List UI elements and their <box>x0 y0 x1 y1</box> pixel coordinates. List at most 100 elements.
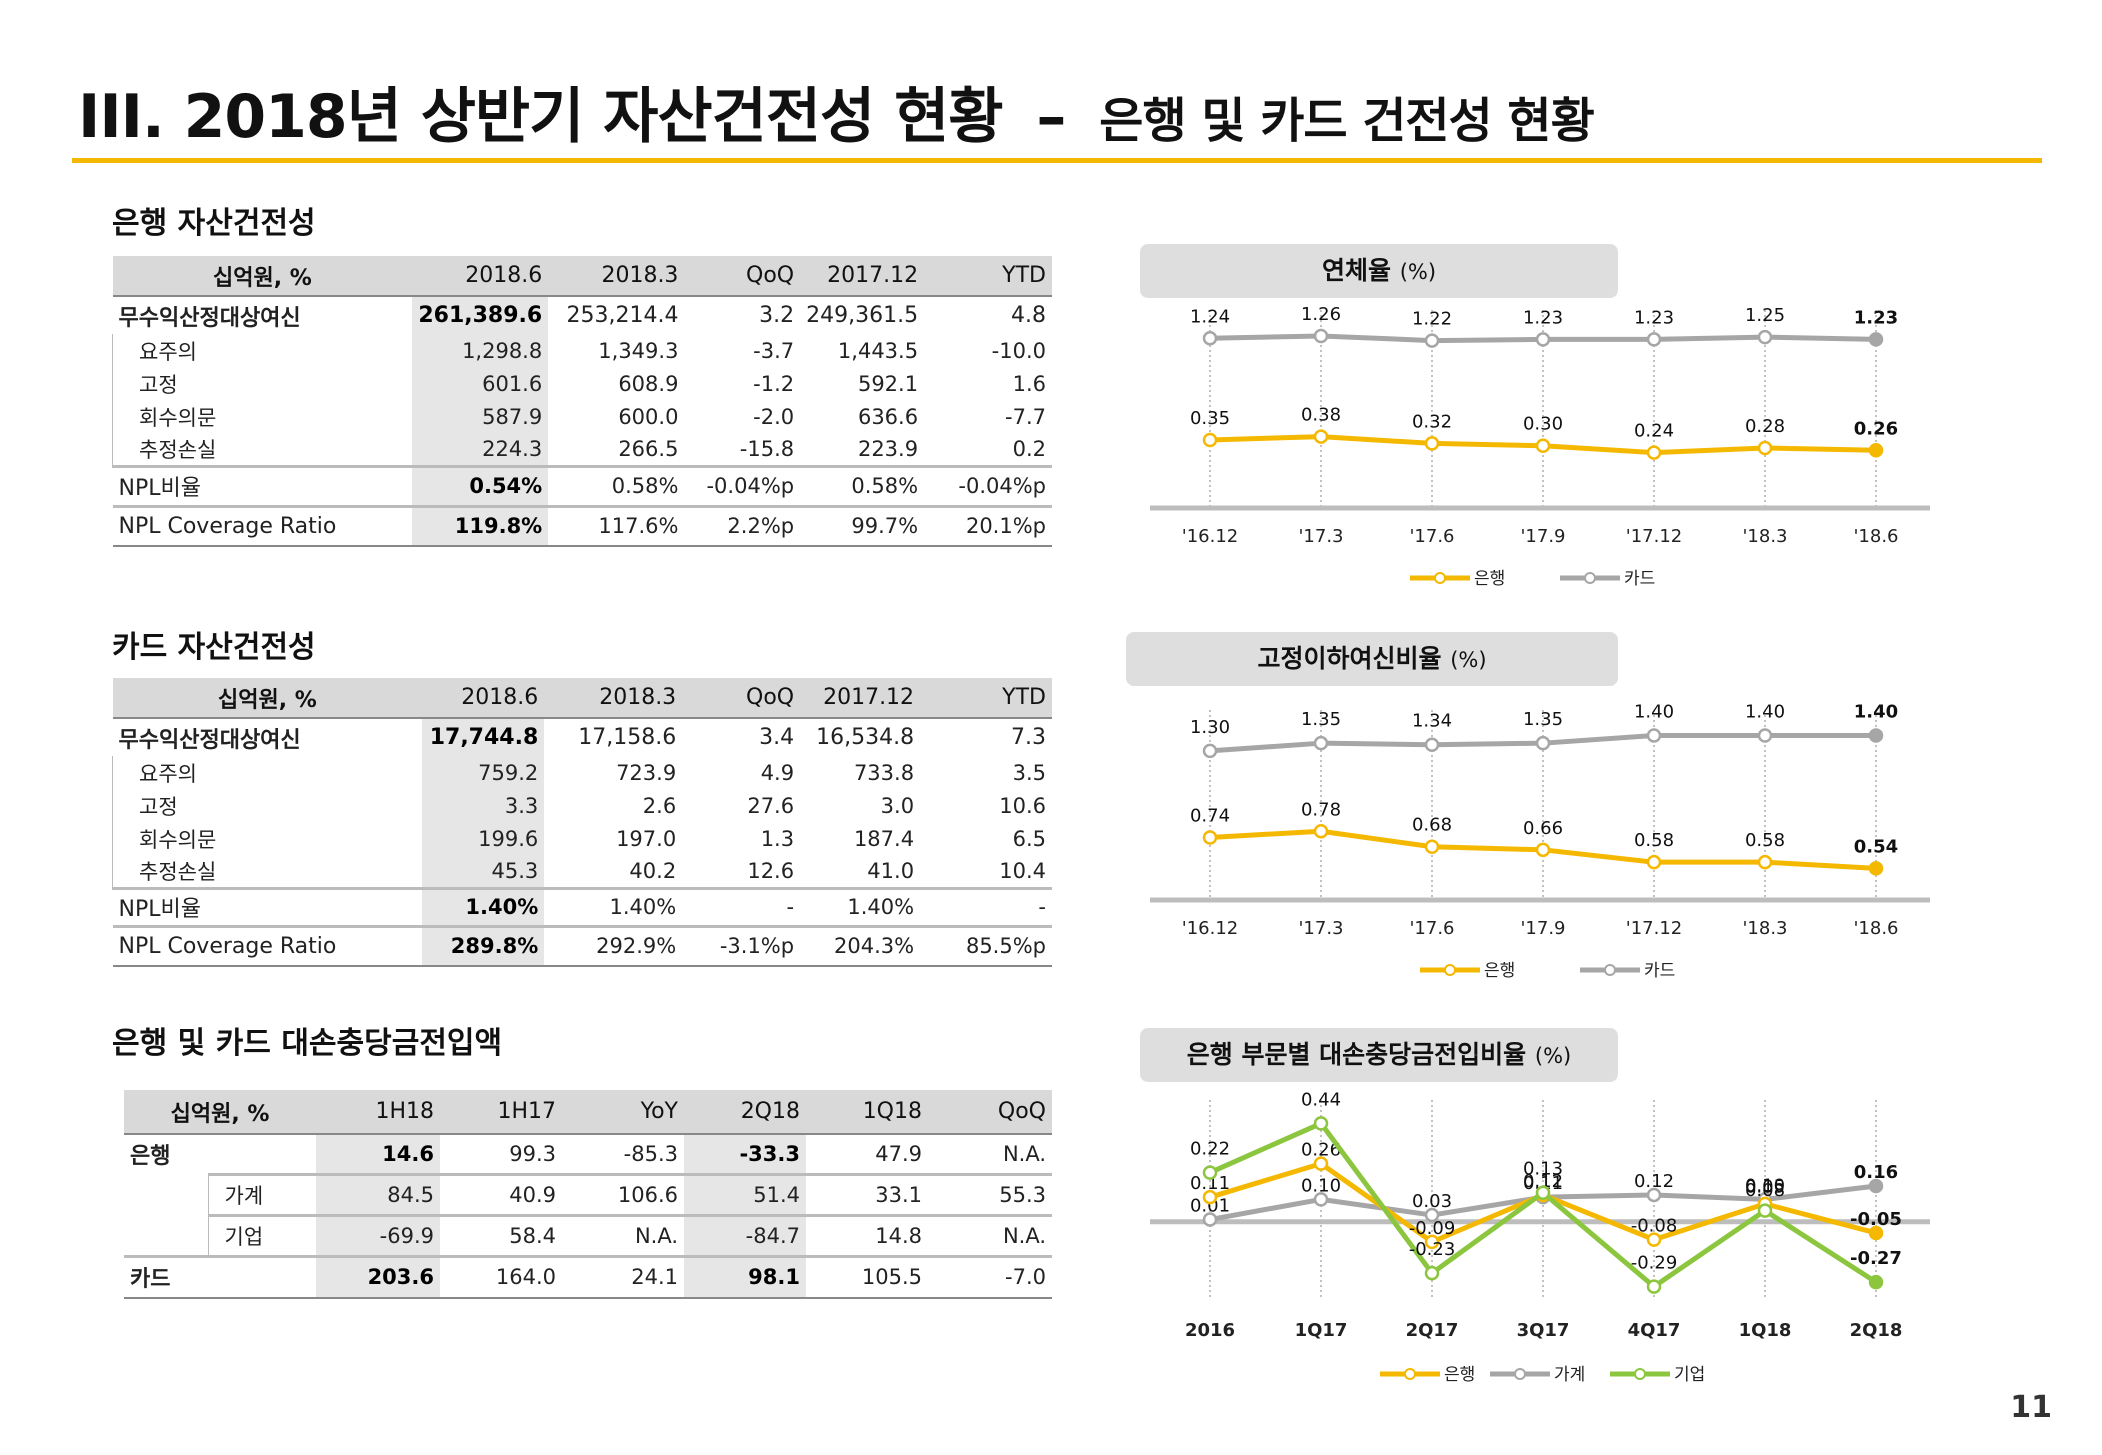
table-cell: N.A. <box>928 1133 1052 1174</box>
table-cell: 85.5%p <box>920 924 1052 967</box>
data-label: 0.35 <box>1190 408 1230 429</box>
data-point <box>1202 1189 1218 1205</box>
data-label: -0.08 <box>1631 1216 1678 1237</box>
table-cell: 3.4 <box>682 717 801 756</box>
x-tick-label: 2016 <box>1185 1320 1235 1341</box>
table-cell: 99.3 <box>440 1133 562 1174</box>
data-label: 0.03 <box>1412 1191 1452 1212</box>
table-cell: 759.2 <box>422 756 545 789</box>
col-header: 2018.3 <box>544 678 683 718</box>
chart-title: 연체율 <box>1321 256 1391 285</box>
row-label: 회수의문 <box>112 400 413 433</box>
legend-label: 카드 <box>1644 961 1675 981</box>
legend-label: 가계 <box>1554 1365 1585 1385</box>
title-dash: – <box>1036 82 1066 152</box>
table-cell: 223.9 <box>857 436 919 461</box>
page-title: III. 2018년 상반기 자산건전성 현황 – 은행 및 카드 건전성 현황 <box>78 68 1595 155</box>
data-point <box>1202 432 1218 448</box>
table-cell: - <box>682 886 801 926</box>
data-label: 0.24 <box>1634 421 1674 442</box>
table-cell: 600.0 <box>618 404 679 429</box>
data-point <box>1313 429 1329 444</box>
bank-section-title: 은행 자산건전성 <box>112 206 316 241</box>
table-cell: 164.0 <box>440 1254 562 1299</box>
table-cell: 3.5 <box>1012 760 1046 785</box>
table-cell: -7.0 <box>928 1254 1052 1299</box>
table-cell: 84.5 <box>316 1172 440 1215</box>
legend-marker <box>1634 1368 1646 1380</box>
row-label: NPL Coverage Ratio <box>112 504 413 547</box>
data-label: 0.74 <box>1190 805 1230 826</box>
table-cell: 41.0 <box>867 858 915 883</box>
table-cell: 289.8% <box>422 924 545 967</box>
table-cell: 733.8 <box>853 760 915 785</box>
col-header: 2018.6 <box>422 678 545 718</box>
data-label: 0.54 <box>1854 836 1898 857</box>
data-point <box>1646 445 1662 460</box>
table-cell: -85.3 <box>562 1133 684 1174</box>
x-tick-label: '18.6 <box>1853 526 1898 547</box>
data-point <box>1646 1279 1662 1294</box>
data-label: 0.58 <box>1745 830 1785 851</box>
table-cell: 3.3 <box>422 789 545 822</box>
table-cell: 27.6 <box>747 793 795 818</box>
legend-label: 카드 <box>1624 569 1655 589</box>
legend-marker <box>1584 572 1596 584</box>
x-tick-label: '18.6 <box>1853 918 1898 939</box>
data-label: 1.24 <box>1190 306 1230 327</box>
chart-title: 은행 부문별 대손충당금전입비율 <box>1186 1040 1527 1069</box>
data-label: 1.34 <box>1412 711 1452 732</box>
table-cell: 55.3 <box>928 1172 1052 1215</box>
data-point <box>1313 1116 1329 1131</box>
data-point <box>1646 1232 1662 1247</box>
table-cell: 266.5 <box>618 436 679 461</box>
data-label: 1.25 <box>1745 305 1785 326</box>
page-number: 11 <box>2010 1390 2052 1425</box>
card-section-title: 카드 자산건전성 <box>112 630 316 665</box>
col-header: YoY <box>562 1090 684 1134</box>
x-tick-label: '17.3 <box>1298 918 1343 939</box>
data-label: 0.11 <box>1190 1173 1230 1194</box>
table-cell: 608.9 <box>618 371 679 396</box>
table-row: 회수의문 199.6 197.0 1.3 187.4 6.5 <box>112 822 1053 855</box>
col-header: 1H18 <box>316 1090 440 1134</box>
data-label: 0.11 <box>1523 1173 1563 1194</box>
table-cell: 51.4 <box>684 1172 806 1215</box>
table-cell: 20.1%p <box>924 504 1052 547</box>
table-cell: -0.04%p <box>684 464 801 506</box>
table-cell: 106.6 <box>562 1172 684 1215</box>
chart-header-provision-ratio: 은행 부문별 대손충당금전입비율 (%) <box>1140 1028 1618 1082</box>
table-cell: 10.4 <box>999 858 1046 883</box>
data-label: 0.38 <box>1301 405 1341 426</box>
provision-ratio-line-chart: 2016 1Q17 2Q17 3Q17 4Q17 1Q18 2Q18 0.01 0.10 0.03… <box>1150 1089 1930 1385</box>
table-header-row: 십억원, % 2018.6 2018.3 QoQ 2017.12 YTD <box>112 678 1052 718</box>
col-header: YTD <box>924 256 1052 296</box>
table-row: NPL비율 1.40% 1.40% - 1.40% - <box>112 886 1052 926</box>
data-point <box>1535 438 1551 453</box>
legend-label: 은행 <box>1474 569 1505 589</box>
row-label: NPL비율 <box>112 886 423 926</box>
table-cell: N.A. <box>562 1213 684 1256</box>
data-label: 0.05 <box>1745 1177 1785 1198</box>
x-tick-label: 2Q17 <box>1406 1320 1459 1341</box>
table-cell: 24.1 <box>562 1254 684 1299</box>
legend-label: 은행 <box>1444 1365 1475 1385</box>
col-header: 2018.6 <box>412 256 549 296</box>
row-label: 고정 <box>112 789 423 822</box>
data-point <box>1202 743 1218 759</box>
legend-label: 은행 <box>1484 961 1515 981</box>
title-main: III. 2018년 상반기 자산건전성 현황 <box>78 82 1004 152</box>
table-row: 추정손실 224.3 266.5 -15.8 223.9 0.2 <box>112 433 1053 466</box>
unit-header: 십억원, % <box>112 256 413 296</box>
data-point <box>1202 1165 1218 1180</box>
data-label: 0.66 <box>1523 818 1563 839</box>
col-header: 2Q18 <box>684 1090 806 1134</box>
data-label: 0.10 <box>1745 1175 1785 1196</box>
x-tick-label: '16.12 <box>1182 918 1238 939</box>
chart-unit: (%) <box>1534 1044 1572 1068</box>
data-point <box>1646 332 1662 347</box>
data-point <box>1313 735 1329 751</box>
table-cell: 203.6 <box>316 1254 440 1299</box>
data-point <box>1424 1234 1440 1250</box>
table-cell: 40.9 <box>440 1172 562 1215</box>
